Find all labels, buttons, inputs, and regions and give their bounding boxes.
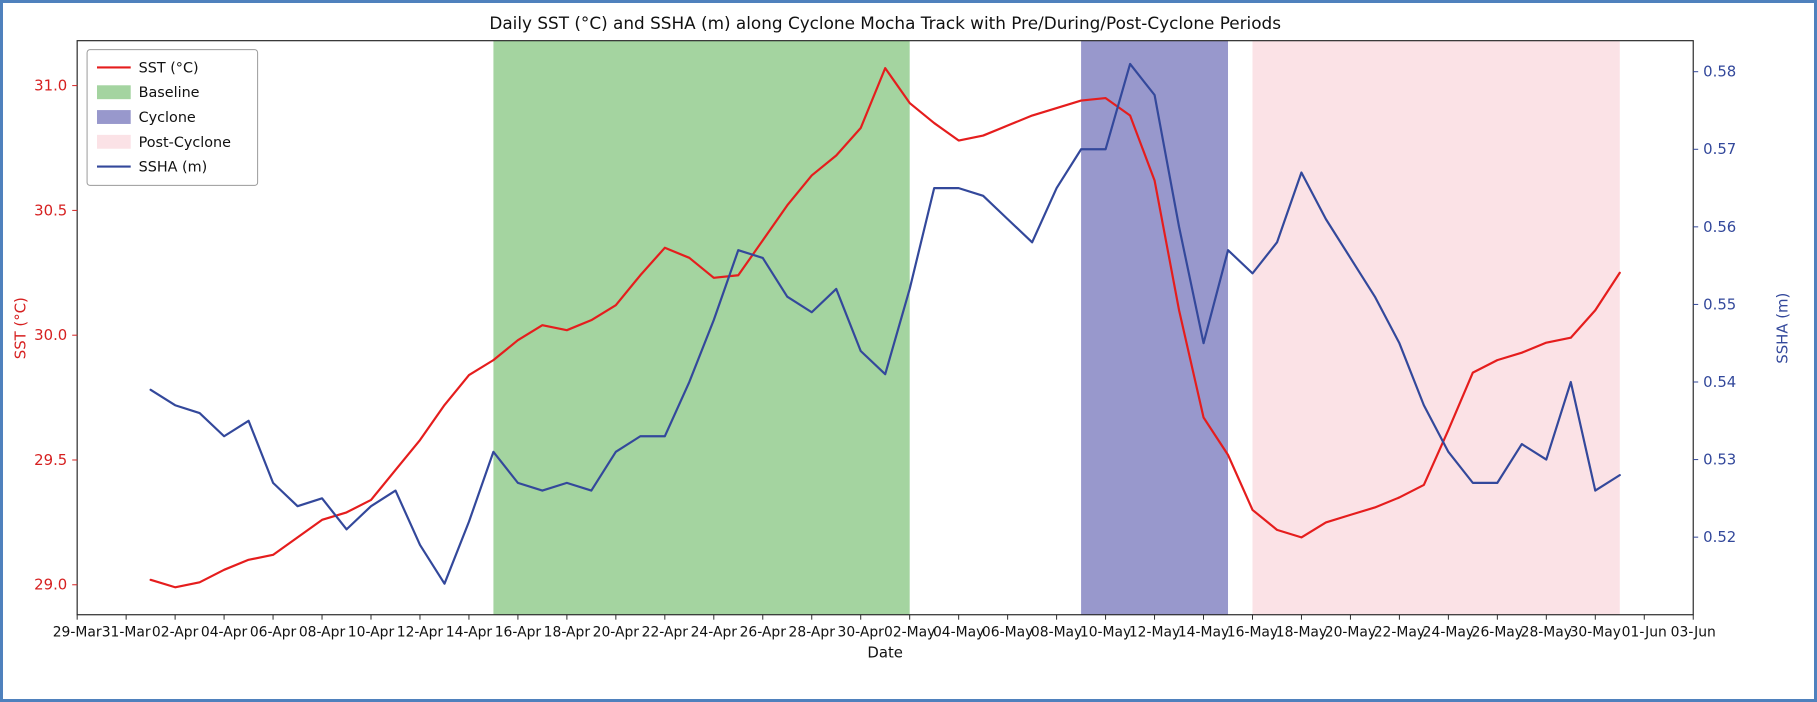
legend-label: Baseline <box>139 85 200 101</box>
x-tick-label: 06-Apr <box>250 625 297 641</box>
legend-patch-swatch <box>96 85 131 100</box>
series-lines <box>149 62 1621 589</box>
x-tick-label: 26-May <box>1472 625 1523 641</box>
legend-box <box>86 49 259 186</box>
x-tick-label: 12-May <box>1129 625 1180 641</box>
y-axis-label-left: SST (°C) <box>12 297 30 359</box>
right-tick-label: 0.53 <box>1703 451 1736 469</box>
x-tick-label: 12-Apr <box>397 625 444 641</box>
region-cyclone <box>1081 40 1229 615</box>
x-tick-label: 01-Jun <box>1622 625 1667 641</box>
right-tick-label: 0.56 <box>1703 218 1736 236</box>
x-tick-label: 28-May <box>1521 625 1572 641</box>
series-line-sst <box>149 67 1621 589</box>
axes: 29-Mar 31-Mar 02-Apr 04-Apr 06-Apr 08-Apr 10-A… <box>34 40 1736 641</box>
left-tick-label: 29.5 <box>34 451 67 469</box>
x-tick-label: 04-May <box>933 625 984 641</box>
legend-label: Post-Cyclone <box>139 135 232 151</box>
x-tick-label: 14-May <box>1178 625 1229 641</box>
x-tick-label: 30-Apr <box>838 625 885 641</box>
x-tick-label: 18-Apr <box>544 625 591 641</box>
x-tick-label: 04-Apr <box>201 625 248 641</box>
x-tick-label: 02-May <box>884 625 935 641</box>
x-tick-label: 31-Mar <box>102 625 151 641</box>
x-tick-label: 22-Apr <box>642 625 689 641</box>
x-tick-label: 22-May <box>1374 625 1425 641</box>
plot-frame <box>76 40 1694 616</box>
x-tick-label: 03-Jun <box>1671 625 1716 641</box>
x-tick-label: 24-Apr <box>691 625 738 641</box>
x-tick-label: 18-May <box>1276 625 1327 641</box>
x-tick-label: 08-Apr <box>299 625 346 641</box>
highlight-regions <box>493 40 1620 615</box>
y-axis-label-right: SSHA (m) <box>1773 293 1791 364</box>
right-tick-label: 0.54 <box>1703 373 1736 391</box>
x-tick-label: 20-Apr <box>593 625 640 641</box>
legend: SST (°C) Baseline Cyclone Post-Cyclone SSHA … <box>86 49 259 186</box>
chart-canvas: 29-Mar 31-Mar 02-Apr 04-Apr 06-Apr 08-Apr 10-A… <box>12 13 1792 662</box>
x-tick-label: 29-Mar <box>53 625 102 641</box>
left-tick-label: 29.0 <box>34 576 67 594</box>
region-post-cyclone <box>1252 40 1620 615</box>
x-tick-label: 06-May <box>982 625 1033 641</box>
x-tick-label: 28-Apr <box>789 625 836 641</box>
region-baseline <box>493 40 910 615</box>
left-tick-label: 30.0 <box>34 326 67 344</box>
legend-label: Cyclone <box>139 110 196 126</box>
series-line-ssha <box>149 62 1621 585</box>
x-tick-label: 16-May <box>1227 625 1278 641</box>
left-tick-label: 30.5 <box>34 201 67 219</box>
right-tick-label: 0.55 <box>1703 295 1736 313</box>
x-tick-label: 10-Apr <box>348 625 395 641</box>
legend-patch-swatch <box>96 110 131 124</box>
left-tick-label: 31.0 <box>34 77 67 95</box>
right-tick-label: 0.52 <box>1703 528 1736 546</box>
x-tick-label: 24-May <box>1423 625 1474 641</box>
x-tick-label: 08-May <box>1031 625 1082 641</box>
x-tick-label: 30-May <box>1570 625 1621 641</box>
x-tick-label: 10-May <box>1080 625 1131 641</box>
x-tick-label: 14-Apr <box>446 625 493 641</box>
legend-label: SSHA (m) <box>139 160 208 176</box>
x-tick-label: 20-May <box>1325 625 1376 641</box>
legend-patch-swatch <box>96 134 131 149</box>
right-tick-label: 0.58 <box>1703 63 1736 81</box>
right-tick-label: 0.57 <box>1703 140 1736 158</box>
x-tick-label: 16-Apr <box>495 625 542 641</box>
chart-title: Daily SST (°C) and SSHA (m) along Cyclon… <box>489 13 1281 33</box>
x-tick-label: 02-Apr <box>152 625 199 641</box>
x-axis-label: Date <box>867 643 903 661</box>
x-tick-label: 26-Apr <box>740 625 787 641</box>
legend-label: SST (°C) <box>139 60 199 76</box>
